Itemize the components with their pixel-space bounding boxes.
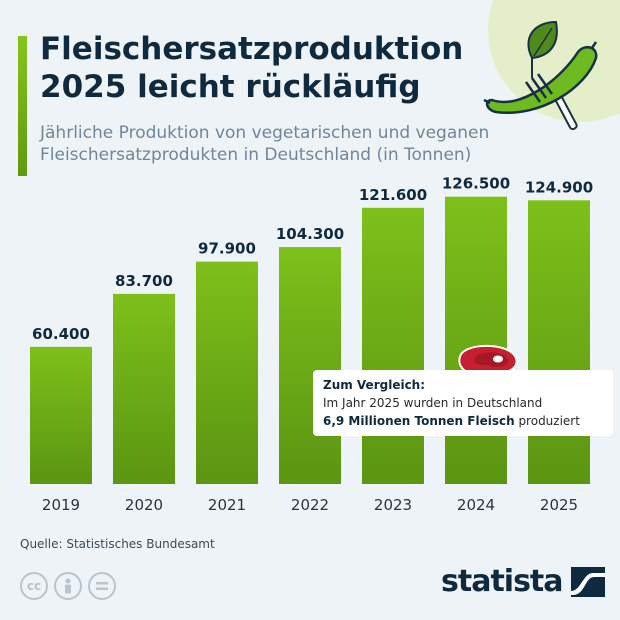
value-label-2019: 60.400 xyxy=(32,325,90,343)
cc-icon[interactable]: cc xyxy=(20,572,48,600)
statista-brand[interactable]: statista xyxy=(441,564,605,599)
bar-2025 xyxy=(528,200,590,484)
chart-title: Fleischersatzproduktion 2025 leicht rück… xyxy=(40,31,464,105)
x-tick-2024: 2024 xyxy=(457,496,495,514)
bar-2023 xyxy=(362,207,424,484)
x-tick-2019: 2019 xyxy=(42,496,80,514)
x-tick-2025: 2025 xyxy=(540,496,578,514)
callout-line-2-rest: produziert xyxy=(514,414,580,428)
brand-name: statista xyxy=(441,564,564,599)
value-label-2021: 97.900 xyxy=(198,240,256,258)
chart-subtitle: Jährliche Produktion von vegetarischen u… xyxy=(40,123,490,165)
value-label-2022: 104.300 xyxy=(276,225,344,243)
steak-icon xyxy=(458,344,518,376)
value-label-2025: 124.900 xyxy=(525,178,593,196)
callout-bold-value: 6,9 Millionen Tonnen Fleisch xyxy=(323,414,515,428)
source-note: Quelle: Statistisches Bundesamt xyxy=(20,537,215,551)
equals-icon[interactable] xyxy=(88,572,116,600)
title-accent-bar xyxy=(18,36,27,176)
x-tick-2021: 2021 xyxy=(208,496,246,514)
callout-heading: Zum Vergleich: xyxy=(323,378,426,392)
x-tick-2023: 2023 xyxy=(374,496,412,514)
callout-line-1: Im Jahr 2025 wurden in Deutschland xyxy=(323,396,543,410)
x-tick-2022: 2022 xyxy=(291,496,329,514)
value-label-2023: 121.600 xyxy=(359,186,427,204)
callout-line-2: 6,9 Millionen Tonnen Fleisch produziert xyxy=(323,412,605,430)
value-label-2020: 83.700 xyxy=(115,272,173,290)
bar-2019 xyxy=(30,346,92,484)
person-icon[interactable] xyxy=(54,572,82,600)
bar-2020 xyxy=(113,293,175,484)
value-label-2024: 126.500 xyxy=(442,175,510,193)
x-tick-2020: 2020 xyxy=(125,496,163,514)
sausage-fork-leaf-icon xyxy=(483,0,620,131)
statista-logo-icon xyxy=(570,566,605,597)
bar-2022 xyxy=(279,247,341,484)
bar-2021 xyxy=(196,261,258,484)
comparison-callout: Zum Vergleich: Im Jahr 2025 wurden in De… xyxy=(313,370,613,436)
bar-2024 xyxy=(445,196,507,484)
license-icons: cc xyxy=(20,572,116,600)
